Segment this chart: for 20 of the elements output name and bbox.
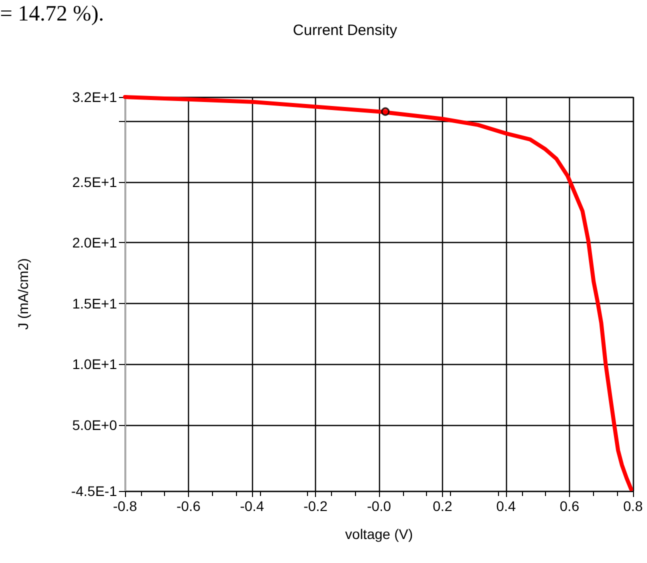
y-tick-label: 1.5E+1 — [72, 295, 118, 312]
y-tick-label: 2.0E+1 — [72, 234, 118, 251]
x-tick-label: -0.8 — [112, 498, 138, 514]
x-tick-label: 0.4 — [496, 498, 516, 514]
x-axis-title: voltage (V) — [345, 526, 413, 542]
y-axis-title: J (mA/cm2) — [15, 258, 31, 330]
x-tick-label: -0.4 — [240, 498, 264, 514]
x-tick-label: -0.2 — [303, 498, 328, 514]
x-tick-label: 0.6 — [560, 498, 580, 514]
x-tick-label: -0.0 — [366, 498, 392, 514]
y-tick-label: 5.0E+0 — [72, 416, 118, 433]
y-tick-label: 2.5E+1 — [72, 174, 118, 190]
x-tick-label: 0.2 — [432, 498, 452, 514]
y-tick-label: 3.2E+1 — [72, 89, 118, 105]
x-tick-label: -0.6 — [176, 498, 201, 514]
y-tick-label: -4.5E-1 — [71, 483, 118, 499]
x-tick-label: 0.8 — [623, 498, 643, 514]
text: = 14.72 %). — [0, 0, 104, 26]
chart-title: Current Density — [292, 22, 398, 39]
y-tick-label: 1.0E+1 — [72, 356, 118, 372]
